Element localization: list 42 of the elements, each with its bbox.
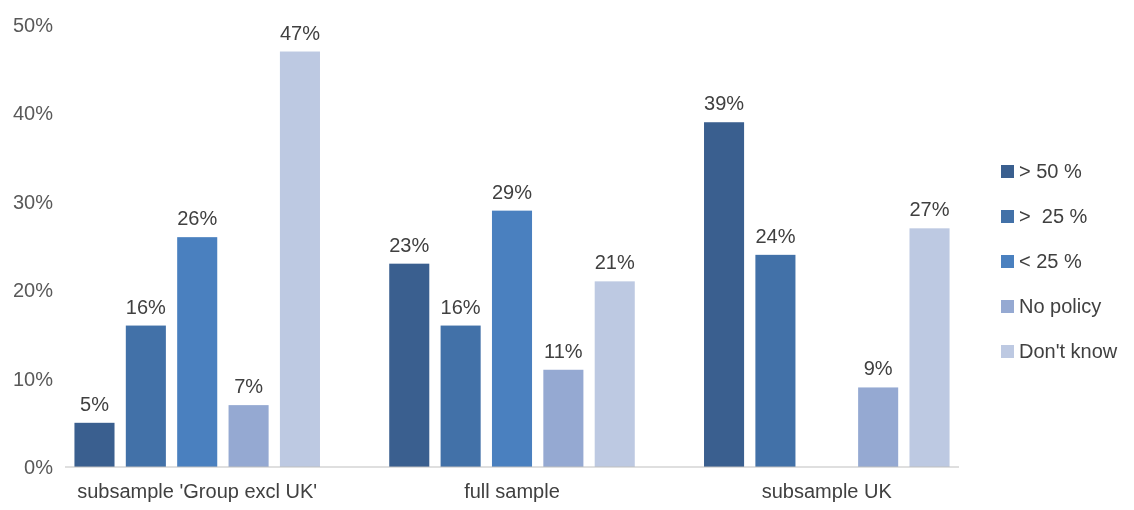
- bar: [389, 263, 430, 467]
- x-tick-label: subsample 'Group excl UK': [77, 480, 318, 502]
- bar: [909, 228, 950, 467]
- bar: [543, 369, 584, 467]
- bar: [491, 210, 533, 467]
- data-label: 16%: [125, 295, 167, 318]
- y-tick-label: 20%: [12, 279, 54, 302]
- data-label: 26%: [177, 207, 218, 230]
- data-label: 27%: [909, 198, 950, 221]
- legend-label: No policy: [1019, 295, 1102, 317]
- data-label: 29%: [491, 180, 533, 203]
- bar: [594, 281, 635, 467]
- data-label: 21%: [594, 251, 635, 274]
- data-label: 7%: [234, 375, 264, 398]
- data-label: 11%: [544, 339, 583, 362]
- y-tick-label: 0%: [24, 456, 54, 478]
- data-label: 47%: [279, 21, 321, 44]
- data-label: 9%: [863, 357, 893, 380]
- legend-label: < 25 %: [1019, 250, 1083, 272]
- bar: [125, 325, 166, 467]
- bar: [228, 405, 269, 467]
- data-label: 16%: [440, 295, 481, 318]
- bar: [177, 237, 218, 467]
- data-label: 24%: [755, 224, 796, 247]
- data-label: 5%: [80, 392, 110, 415]
- y-tick-label: 50%: [12, 14, 54, 36]
- y-tick-label: 30%: [12, 190, 54, 213]
- legend-label: > 25 %: [1019, 205, 1088, 227]
- bar: [279, 51, 320, 467]
- legend-label: Don't know: [1019, 340, 1118, 362]
- y-tick-label: 40%: [12, 102, 54, 125]
- x-tick-label: subsample UK: [761, 480, 893, 502]
- bar: [440, 325, 481, 467]
- x-tick-label: full sample: [464, 480, 560, 502]
- data-label: 39%: [704, 92, 745, 115]
- bar: [755, 254, 796, 467]
- bar: [858, 387, 899, 467]
- legend-label: > 50 %: [1019, 160, 1083, 182]
- data-label: 23%: [389, 233, 430, 256]
- bar: [74, 422, 115, 467]
- y-tick-label: 10%: [12, 367, 54, 390]
- bar: [704, 122, 745, 467]
